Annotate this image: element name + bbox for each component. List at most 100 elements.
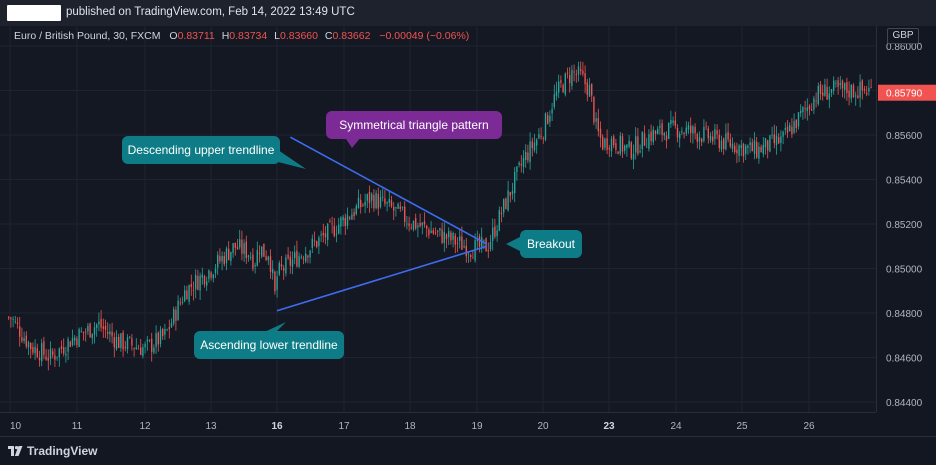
candle-up bbox=[217, 254, 219, 268]
candle-down bbox=[283, 268, 285, 271]
candle-down bbox=[760, 146, 762, 153]
candle-down bbox=[63, 347, 65, 354]
candle-up bbox=[78, 329, 80, 348]
candle-up bbox=[806, 107, 808, 112]
candle-down bbox=[643, 133, 646, 146]
candle-up bbox=[256, 250, 258, 266]
candle-up bbox=[577, 66, 580, 75]
candle-up bbox=[87, 325, 89, 332]
candle-up bbox=[412, 220, 415, 230]
candle-down bbox=[47, 358, 49, 361]
candle-up bbox=[764, 138, 767, 148]
symbol-legend[interactable]: Euro / British Pound, 30, FXCM O0.83711 … bbox=[14, 30, 469, 42]
y-tick-label: 0.85400 bbox=[886, 176, 923, 187]
candle-up bbox=[833, 80, 835, 91]
y-tick-label: 0.84600 bbox=[886, 354, 923, 365]
candle-down bbox=[43, 341, 45, 355]
candle-up bbox=[397, 203, 399, 209]
candle-up bbox=[166, 329, 168, 331]
candle-up bbox=[214, 268, 217, 273]
candle-up bbox=[663, 132, 665, 136]
candle-up bbox=[261, 246, 263, 257]
candle-down bbox=[580, 69, 582, 72]
candle-down bbox=[45, 356, 47, 360]
candle-up bbox=[298, 256, 300, 267]
candle-down bbox=[296, 250, 298, 267]
candle-down bbox=[712, 136, 714, 142]
candle-up bbox=[421, 222, 423, 226]
x-tick-label: 16 bbox=[271, 421, 283, 432]
candle-up bbox=[351, 214, 353, 220]
candle-up bbox=[762, 144, 764, 154]
candle-down bbox=[322, 232, 324, 236]
candle-down bbox=[705, 126, 707, 128]
candle-up bbox=[553, 94, 555, 107]
candle-up bbox=[635, 136, 637, 153]
candle-up bbox=[551, 108, 553, 114]
candle-up bbox=[780, 136, 782, 143]
x-tick-label: 12 bbox=[139, 421, 151, 432]
price-chart[interactable]: Descending upper trendline Symmetrical tr… bbox=[0, 26, 876, 412]
ascending-lower-trendline bbox=[276, 245, 488, 312]
currency-badge[interactable]: GBP bbox=[887, 28, 919, 44]
candle-down bbox=[104, 325, 107, 330]
candle-up bbox=[868, 87, 870, 92]
candle-up bbox=[201, 274, 203, 278]
candle-down bbox=[131, 338, 133, 346]
candle-up bbox=[243, 243, 245, 254]
candle-down bbox=[531, 141, 533, 149]
y-tick-label: 0.85600 bbox=[886, 131, 923, 142]
candle-down bbox=[654, 130, 657, 134]
tradingview-logo-icon[interactable] bbox=[8, 445, 24, 457]
candle-down bbox=[419, 222, 421, 227]
candle-down bbox=[575, 74, 577, 76]
candle-up bbox=[533, 142, 536, 151]
candle-down bbox=[329, 221, 331, 223]
candle-down bbox=[102, 326, 104, 329]
candle-down bbox=[426, 225, 428, 229]
low-label: L bbox=[274, 30, 281, 42]
candle-up bbox=[188, 285, 190, 302]
callout-box bbox=[326, 111, 502, 139]
candle-up bbox=[177, 300, 179, 321]
candle-down bbox=[870, 87, 872, 89]
candle-up bbox=[844, 83, 846, 90]
candle-down bbox=[241, 239, 243, 254]
candle-up bbox=[652, 129, 654, 143]
current-price-label: 0.85790 bbox=[886, 89, 923, 100]
candle-down bbox=[316, 241, 318, 248]
footer-brand[interactable]: TradingView bbox=[27, 444, 98, 458]
candle-up bbox=[835, 82, 837, 84]
candle-up bbox=[855, 95, 857, 97]
current-price-tag bbox=[878, 84, 936, 101]
trendlines bbox=[276, 136, 488, 312]
candle-down bbox=[25, 335, 27, 347]
candle-up bbox=[417, 225, 419, 228]
price-axis[interactable]: 0.860000.858000.856000.854000.852000.850… bbox=[876, 26, 936, 412]
candle-down bbox=[718, 134, 720, 149]
candle-down bbox=[269, 256, 272, 272]
candle-up bbox=[516, 166, 518, 173]
candle-down bbox=[811, 109, 813, 111]
time-axis[interactable]: 10 11 12 13 16 17 18 19 20 23 24 25 26 bbox=[0, 412, 876, 437]
candle-down bbox=[547, 115, 549, 124]
candle-down bbox=[674, 120, 676, 126]
candle-up bbox=[555, 91, 558, 96]
candle-down bbox=[179, 302, 181, 304]
candle-up bbox=[386, 202, 388, 204]
candle-down bbox=[509, 191, 511, 196]
candle-up bbox=[657, 128, 659, 135]
candles bbox=[8, 61, 872, 371]
candle-down bbox=[223, 256, 225, 265]
candle-down bbox=[520, 163, 522, 166]
candle-down bbox=[360, 199, 362, 208]
candle-down bbox=[615, 143, 617, 150]
candle-down bbox=[742, 143, 745, 157]
chart-area[interactable]: Descending upper trendline Symmetrical tr… bbox=[0, 26, 876, 412]
low-value: 0.83660 bbox=[280, 30, 318, 42]
x-tick-label: 19 bbox=[471, 421, 483, 432]
candle-down bbox=[822, 92, 824, 96]
candle-up bbox=[518, 162, 520, 165]
candle-up bbox=[225, 248, 228, 263]
candle-up bbox=[703, 127, 705, 141]
